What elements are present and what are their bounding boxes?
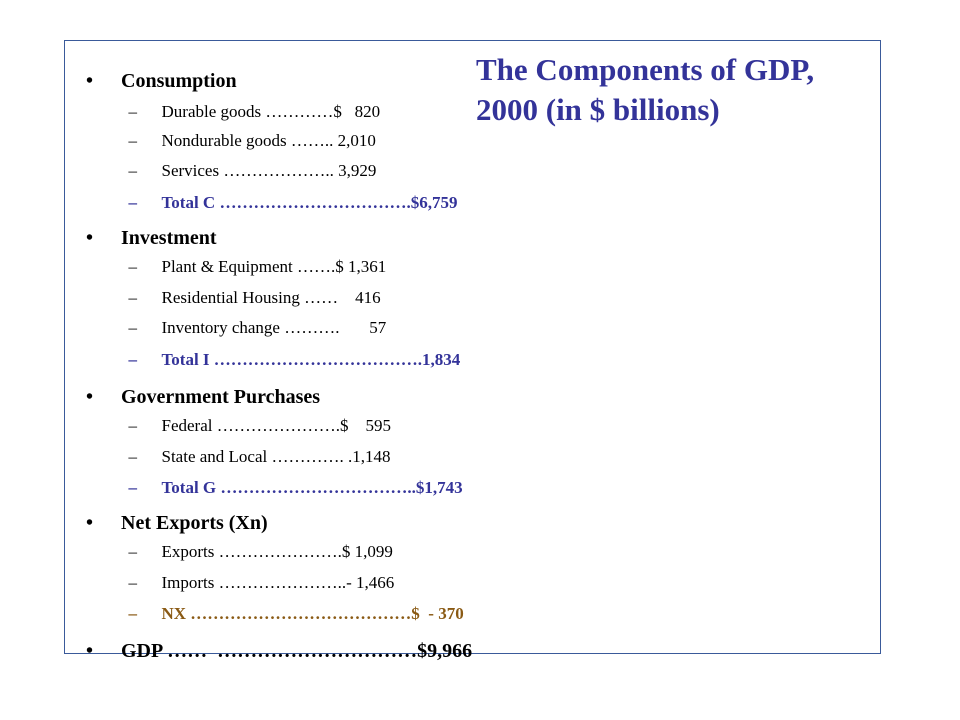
section-heading-government: • Government Purchases xyxy=(76,367,320,407)
list-item: – Plant & Equipment …….$ 1,361 xyxy=(120,241,387,276)
item-text: Plant & Equipment …….$ 1,361 xyxy=(161,257,387,276)
item-text: Federal ………………….$ 595 xyxy=(161,416,391,435)
total-line-nx: – NX …………………………………$ - 370 xyxy=(120,588,464,622)
list-item: – Residential Housing …… 416 xyxy=(120,272,381,306)
item-text: State and Local …………. .1,148 xyxy=(161,447,391,466)
section-heading-investment: • Investment xyxy=(76,208,217,248)
list-item: – Durable goods …………$ 820 xyxy=(120,86,381,121)
item-text: Durable goods …………$ 820 xyxy=(161,102,381,121)
item-text: Exports ………………….$ 1,099 xyxy=(161,542,393,561)
bullet-icon: • xyxy=(86,70,94,92)
list-item: – Nondurable goods …….. 2,010 xyxy=(120,115,376,149)
list-item: – Federal ………………….$ 595 xyxy=(120,400,391,434)
item-text: Imports …………………..- 1,466 xyxy=(161,573,395,592)
heading-label: Net Exports (Xn) xyxy=(121,512,268,534)
item-text: NX …………………………………$ - 370 xyxy=(161,604,464,623)
dash-icon: – xyxy=(128,288,138,307)
total-line-consumption: – Total C …………………………….$6,759 xyxy=(120,177,458,212)
dash-icon: – xyxy=(128,542,138,561)
list-item: – Imports …………………..- 1,466 xyxy=(120,557,395,592)
dash-icon: – xyxy=(128,131,138,150)
heading-label: Investment xyxy=(121,227,217,249)
section-heading-net-exports: • Net Exports (Xn) xyxy=(76,493,268,533)
item-text: Total C …………………………….$6,759 xyxy=(161,193,458,212)
slide-title: The Components of GDP, 2000 (in $ billio… xyxy=(476,50,896,130)
total-line-government: – Total G ……………………………..$1,743 xyxy=(120,462,463,496)
slide-frame xyxy=(64,40,881,654)
item-text: Residential Housing …… 416 xyxy=(161,288,381,307)
dash-icon: – xyxy=(128,318,138,337)
bullet-icon: • xyxy=(86,640,94,662)
heading-label: Government Purchases xyxy=(121,386,321,408)
bullet-icon: • xyxy=(86,386,94,408)
section-heading-consumption: • Consumption xyxy=(76,51,237,91)
gdp-total-line: • GDP …… …………………………$9,966 xyxy=(76,621,472,661)
title-line-2: 2000 (in $ billions) xyxy=(476,92,720,127)
item-text: Services ……………….. 3,929 xyxy=(161,161,377,180)
dash-icon: – xyxy=(128,478,138,497)
dash-icon: – xyxy=(128,350,138,369)
dash-icon: – xyxy=(128,604,138,623)
item-text: Total I ……………………………….1,834 xyxy=(161,350,461,369)
list-item: – Exports ………………….$ 1,099 xyxy=(120,526,393,560)
item-text: Inventory change ………. 57 xyxy=(161,318,387,337)
dash-icon: – xyxy=(128,102,138,121)
dash-icon: – xyxy=(128,573,138,592)
dash-icon: – xyxy=(128,447,138,466)
dash-icon: – xyxy=(128,193,138,212)
item-text: Total G ……………………………..$1,743 xyxy=(161,478,463,497)
item-text: Nondurable goods …….. 2,010 xyxy=(161,131,376,150)
gdp-text: GDP …… …………………………$9,966 xyxy=(121,640,473,662)
list-item: – Inventory change ………. 57 xyxy=(120,302,387,337)
dash-icon: – xyxy=(128,416,138,435)
title-line-1: The Components of GDP, xyxy=(476,52,815,87)
total-line-investment: – Total I ……………………………….1,834 xyxy=(120,334,461,369)
list-item: – State and Local …………. .1,148 xyxy=(120,431,391,465)
bullet-icon: • xyxy=(86,227,94,249)
list-item: – Services ……………….. 3,929 xyxy=(120,145,377,180)
dash-icon: – xyxy=(128,161,138,180)
heading-label: Consumption xyxy=(121,70,237,92)
dash-icon: – xyxy=(128,257,138,276)
bullet-icon: • xyxy=(86,512,94,534)
